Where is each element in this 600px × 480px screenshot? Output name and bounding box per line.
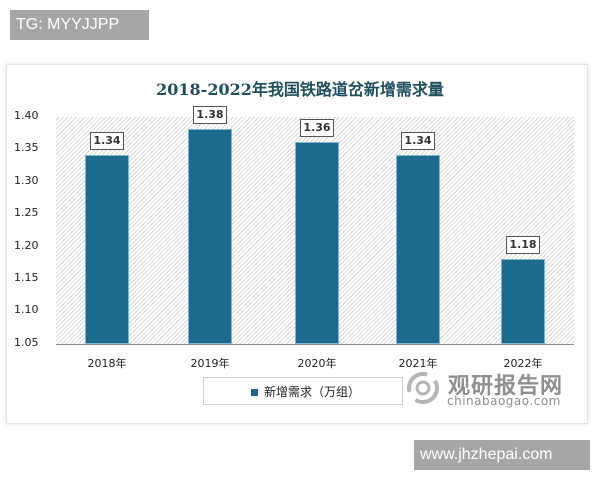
x-axis-line: [56, 344, 574, 345]
bar-2018: [85, 155, 129, 344]
x-tick-label: 2018年: [87, 357, 127, 370]
y-tick: 1.15: [14, 271, 39, 284]
watermark-top: TG: MYYJJPP: [10, 10, 149, 40]
y-tick: 1.20: [14, 239, 39, 252]
y-tick: 1.10: [14, 303, 39, 316]
data-label: 1.38: [193, 106, 227, 124]
data-label: 1.18: [506, 236, 540, 254]
y-tick: 1.25: [14, 206, 39, 219]
data-label: 1.34: [401, 132, 435, 150]
legend: 新增需求（万组）: [203, 377, 403, 405]
x-tick-label: 2020年: [297, 357, 337, 370]
chinabaogao-logo: 观研报告网 chinabaogao.com: [405, 368, 575, 410]
bar-2022: [501, 259, 545, 344]
watermark-bottom: www.jhzhepai.com: [414, 440, 590, 470]
x-tick-label: 2021年: [398, 357, 438, 370]
y-tick: 1.40: [14, 109, 39, 122]
y-tick: 1.05: [14, 336, 39, 349]
x-tick-label: 2022年: [503, 357, 543, 370]
chart-title: 2018-2022年我国铁路道岔新增需求量: [156, 80, 444, 99]
legend-label: 新增需求（万组）: [264, 385, 361, 399]
legend-swatch-icon: [251, 389, 258, 396]
bar-2020: [295, 142, 339, 344]
logo-name: 观研报告网: [448, 374, 564, 399]
bar-2019: [188, 129, 232, 344]
x-tick-label: 2019年: [190, 357, 230, 370]
logo-swirl-icon: [407, 372, 439, 404]
y-tick: 1.30: [14, 174, 39, 187]
data-label: 1.36: [300, 119, 334, 137]
bar-2021: [396, 155, 440, 344]
data-label: 1.34: [90, 132, 124, 150]
y-tick: 1.35: [14, 141, 39, 154]
logo-domain: chinabaogao.com: [447, 394, 561, 408]
